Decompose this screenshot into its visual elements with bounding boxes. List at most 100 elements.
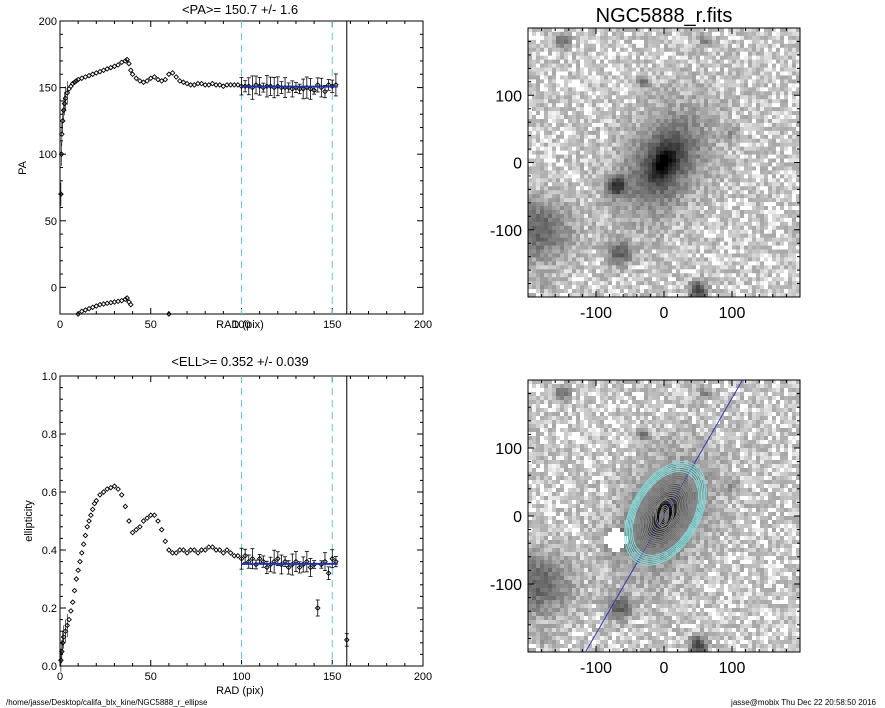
image-pixel [604,261,609,266]
image-pixel [592,55,597,60]
image-pixel [668,194,673,199]
image-pixel [608,174,613,179]
image-pixel [552,55,557,60]
image-pixel [640,111,645,116]
image-pixel [644,233,649,238]
image-pixel [744,170,749,175]
data-point [180,547,187,553]
image-pixel [656,51,661,56]
image-pixel [620,103,625,108]
image-pixel [716,249,721,254]
image-pixel [716,237,721,242]
y-tick-label: 0 [51,282,57,294]
image-pixel [680,233,685,238]
image-pixel [588,221,593,227]
image-pixel [700,198,705,203]
image-pixel [724,154,729,159]
image-pixel [556,63,561,68]
image-pixel [708,28,713,33]
image-pixel [720,209,725,215]
image-pixel [720,91,725,96]
image-pixel [596,221,601,227]
image-pixel [640,198,645,203]
image-pixel [552,253,557,258]
image-pixel [620,182,625,187]
image-pixel [712,174,717,179]
image-pixel [664,51,669,56]
image-pixel [592,31,597,37]
image-pixel [664,71,669,76]
image-pixel [556,67,561,72]
image-pixel [532,229,537,235]
image-pixel [732,261,737,266]
image-pixel [600,111,605,116]
image-pixel [576,178,581,183]
image-pixel [572,245,577,250]
image-pixel [640,269,645,274]
image-pixel [704,134,709,140]
image-pixel [628,99,633,104]
image-pixel [660,59,665,64]
image-pixel [748,79,753,84]
image-pixel [620,59,625,64]
image-pixel [720,182,725,187]
image-pixel [580,39,585,45]
image-pixel [720,79,725,84]
image-pixel [768,162,773,167]
image-pixel [776,35,781,41]
image-pixel [572,28,577,33]
image-pixel [556,277,561,282]
image-pixel [584,281,589,286]
image-pixel [724,28,729,33]
data-point [187,547,194,553]
image-pixel [684,158,689,163]
image-pixel [564,87,569,92]
image-pixel [556,221,561,227]
image-pixel [552,154,557,159]
image-pixel [648,261,653,266]
image-pixel [716,186,721,191]
image-pixel [720,87,725,92]
image-pixel [544,126,549,132]
image-pixel [576,111,581,116]
image-pixel [628,253,633,258]
image-pixel [720,39,725,45]
image-pixel [576,162,581,167]
image-pixel [608,111,613,116]
image-pixel [612,134,617,140]
image-pixel [656,289,661,294]
image-pixel [700,202,705,207]
image-pixel [720,186,725,191]
image-pixel [580,241,585,246]
image-pixel [768,277,773,282]
image-pixel [536,43,541,49]
image-pixel [600,186,605,191]
image-pixel [780,166,785,171]
image-pixel [528,95,533,100]
image-pixel [592,202,597,207]
image-pixel [556,103,561,108]
image-pixel [564,229,569,235]
image-pixel [536,146,541,151]
image-pixel [560,71,565,76]
image-pixel [748,249,753,254]
image-pixel [624,166,629,171]
image-pixel [616,273,621,278]
image-pixel [688,79,693,84]
image-pixel [748,178,753,183]
image-pixel [700,209,705,215]
image-pixel [708,111,713,116]
image-pixel [744,138,749,144]
image-pixel [756,245,761,250]
image-pixel [748,91,753,96]
image-pixel [724,190,729,195]
image-pixel [556,166,561,171]
data-point [137,523,143,530]
image-pixel [608,225,613,231]
image-pixel [716,51,721,56]
image-pixel [572,107,577,112]
image-pixel [716,126,721,132]
image-pixel [660,126,665,132]
image-pixel [604,233,609,238]
image-pixel [752,241,757,246]
